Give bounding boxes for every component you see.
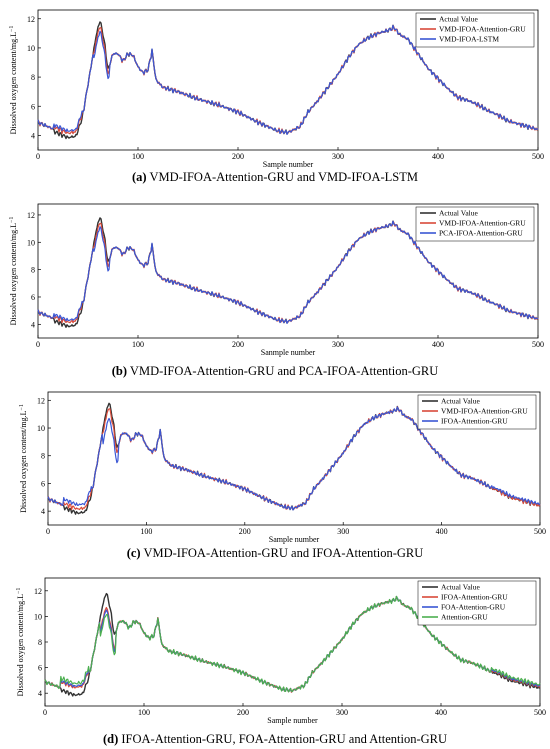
x-tick-label: 200 <box>239 527 251 536</box>
legend-label: FOA-Attention-GRU <box>441 603 506 612</box>
x-tick-label: 300 <box>337 527 349 536</box>
legend-label: VMD-IFOA-Attention-GRU <box>439 219 526 228</box>
legend-label: Actual Value <box>439 209 478 218</box>
y-tick-label: 4 <box>31 320 35 329</box>
y-tick-label: 12 <box>27 15 35 24</box>
x-tick-label: 0 <box>46 527 50 536</box>
panel-b: 0 100 200 300 400 500 4 6 8 10 12 Sanmple number Dis… <box>0 190 550 380</box>
legend-label: Actual Value <box>439 15 478 24</box>
x-tick-label: 300 <box>336 708 348 717</box>
x-axis-label: Sanmple number <box>261 348 316 357</box>
x-tick-label: 400 <box>432 340 444 349</box>
y-axis-label: Dissolved oxygen content/mg.L−1 <box>19 404 28 513</box>
legend-label: Actual Value <box>441 583 480 592</box>
legend-label: Actual Value <box>441 397 480 406</box>
panel-d: 0 100 200 300 400 500 4 6 8 10 12 Sample number Diss… <box>0 568 550 749</box>
y-tick-label: 10 <box>27 44 35 53</box>
y-tick-label: 10 <box>37 424 45 433</box>
panel-c: 0 100 200 300 400 500 4 6 8 10 12 Sample number Diss… <box>0 380 550 570</box>
x-tick-label: 400 <box>436 527 448 536</box>
y-axis-label-unit-exponent: −1 <box>9 217 15 223</box>
y-axis-label-unit-exponent: −1 <box>16 588 22 594</box>
chart-d: 0 100 200 300 400 500 4 6 8 10 12 Sample number Diss… <box>16 577 546 725</box>
y-tick-label: 12 <box>37 396 45 405</box>
y-tick-label: 6 <box>31 293 35 302</box>
x-tick-label: 400 <box>435 708 447 717</box>
y-tick-label: 8 <box>31 266 35 275</box>
y-tick-label: 10 <box>34 612 42 621</box>
y-tick-label: 4 <box>31 131 35 140</box>
chart-b: 0 100 200 300 400 500 4 6 8 10 12 Sanmple number Dis… <box>9 203 544 357</box>
chart-a: 0 100 200 300 400 500 4 6 8 10 12 Sample number Diss… <box>9 9 544 169</box>
y-tick-label: 8 <box>41 452 45 461</box>
x-tick-label: 0 <box>43 708 47 717</box>
y-tick-label: 6 <box>41 479 45 488</box>
y-axis-label-unit-exponent: −1 <box>9 26 15 32</box>
caption-a: (a) VMD-IFOA-Attention-GRU and VMD-IFOA-… <box>132 170 418 184</box>
chart-c: 0 100 200 300 400 500 4 6 8 10 12 Sample number Diss… <box>19 391 546 544</box>
legend-label: PCA-IFOA-Attention-GRU <box>439 229 523 238</box>
x-tick-label: 100 <box>132 152 144 161</box>
plot-frame <box>37 203 539 339</box>
legend-label: VMD-IFOA-Attention-GRU <box>439 25 526 34</box>
series-line-4 <box>44 595 541 693</box>
x-tick-label: 300 <box>332 340 344 349</box>
y-tick-label: 4 <box>38 689 42 698</box>
x-tick-label: 100 <box>132 340 144 349</box>
y-tick-label: 4 <box>41 507 45 516</box>
x-tick-label: 500 <box>532 152 544 161</box>
caption-b: (b) VMD-IFOA-Attention-GRU and PCA-IFOA-… <box>111 364 439 378</box>
caption-c: (c) VMD-IFOA-Attention-GRU and IFOA-Atte… <box>126 546 424 560</box>
x-tick-label: 0 <box>36 340 40 349</box>
y-tick-label: 8 <box>31 73 35 82</box>
caption-d: (d) IFOA-Attention-GRU, FOA-Attention-GR… <box>102 732 448 746</box>
legend-label: VMD-IFOA-LSTM <box>439 35 499 44</box>
legend-label: IFOA-Attention-GRU <box>441 417 508 426</box>
y-axis-label: Dissolved oxygen content/mg.L−1 <box>9 217 18 326</box>
plot-frame <box>47 391 541 526</box>
y-tick-label: 12 <box>27 211 35 220</box>
series-line-3 <box>37 24 539 135</box>
legend-label: VMD-IFOA-Attention-GRU <box>441 407 528 416</box>
x-tick-label: 500 <box>534 527 546 536</box>
y-axis-label: Dissolved oxygen content/mg.L−1 <box>9 26 18 135</box>
x-axis-label: Sample number <box>263 160 314 169</box>
x-tick-label: 200 <box>232 340 244 349</box>
series-line-3 <box>47 406 541 511</box>
series-line-3 <box>37 220 539 324</box>
x-axis-label: Sample number <box>267 716 318 725</box>
x-axis-label: Sample number <box>269 535 320 544</box>
plot-frame <box>37 9 539 151</box>
y-tick-label: 10 <box>27 238 35 247</box>
x-tick-label: 400 <box>432 152 444 161</box>
legend-label: IFOA-Attention-GRU <box>441 593 508 602</box>
x-tick-label: 300 <box>332 152 344 161</box>
x-tick-label: 100 <box>140 527 152 536</box>
x-tick-label: 500 <box>532 340 544 349</box>
y-tick-label: 12 <box>34 587 42 596</box>
x-tick-label: 0 <box>36 152 40 161</box>
y-axis-label-unit-exponent: −1 <box>19 404 25 410</box>
y-tick-label: 8 <box>38 638 42 647</box>
y-axis-label: Dissolved oxygen content/mg.L−1 <box>16 588 25 697</box>
x-tick-label: 200 <box>237 708 249 717</box>
x-tick-label: 500 <box>534 708 546 717</box>
panel-a: 0 100 200 300 400 500 4 6 8 10 12 Sample number Diss… <box>0 0 550 190</box>
x-tick-label: 100 <box>138 708 150 717</box>
y-tick-label: 6 <box>31 102 35 111</box>
x-tick-label: 200 <box>232 152 244 161</box>
y-tick-label: 6 <box>38 664 42 673</box>
legend-label: Attention-GRU <box>441 613 488 622</box>
